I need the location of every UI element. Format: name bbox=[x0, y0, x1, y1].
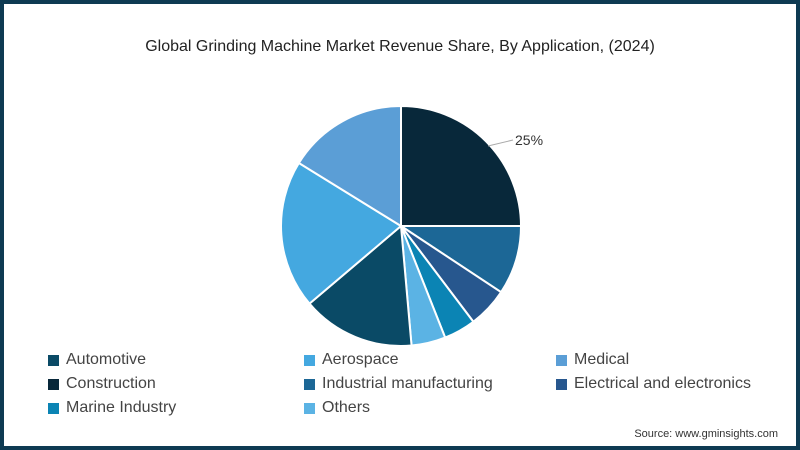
legend-swatch bbox=[556, 354, 567, 366]
legend-swatch bbox=[48, 402, 59, 414]
label-leader-line bbox=[487, 139, 514, 147]
legend-label: Marine Industry bbox=[66, 399, 177, 416]
legend-item-marine-industry: Marine Industry bbox=[48, 399, 176, 417]
pie-slice-aerospace bbox=[280, 161, 403, 306]
legend-item-others: Others bbox=[304, 399, 370, 417]
legend-swatch bbox=[304, 378, 315, 390]
legend-swatch bbox=[48, 378, 59, 390]
legend-label: Electrical and electronics bbox=[574, 375, 751, 392]
legend-swatch bbox=[304, 354, 315, 366]
legend-item-aerospace: Aerospace bbox=[304, 351, 399, 369]
legend-swatch bbox=[556, 378, 567, 390]
legend-swatch bbox=[304, 402, 315, 414]
legend-swatch bbox=[48, 354, 59, 366]
legend-label: Aerospace bbox=[322, 351, 399, 368]
legend-item-medical: Medical bbox=[556, 351, 629, 369]
legend-item-electrical-and-electronics: Electrical and electronics bbox=[556, 375, 751, 393]
slice-percent-label: 25% bbox=[515, 132, 543, 148]
legend-item-construction: Construction bbox=[48, 375, 156, 393]
legend-label: Industrial manufacturing bbox=[322, 375, 493, 392]
pie-slices bbox=[280, 104, 523, 347]
pie-slice-automotive bbox=[308, 223, 413, 347]
legend-label: Automotive bbox=[66, 351, 147, 368]
legend-label: Medical bbox=[574, 351, 630, 368]
legend-item-industrial-manufacturing: Industrial manufacturing bbox=[304, 375, 493, 393]
legend-label: Others bbox=[322, 399, 371, 416]
source-note: Source: www.gminsights.com bbox=[634, 428, 778, 440]
pie-slice-construction bbox=[400, 104, 523, 227]
pie-slice-medical bbox=[297, 104, 402, 228]
legend-label: Construction bbox=[66, 375, 156, 392]
legend-item-automotive: Automotive bbox=[48, 351, 146, 369]
chart-title: Global Grinding Machine Market Revenue S… bbox=[145, 38, 655, 55]
